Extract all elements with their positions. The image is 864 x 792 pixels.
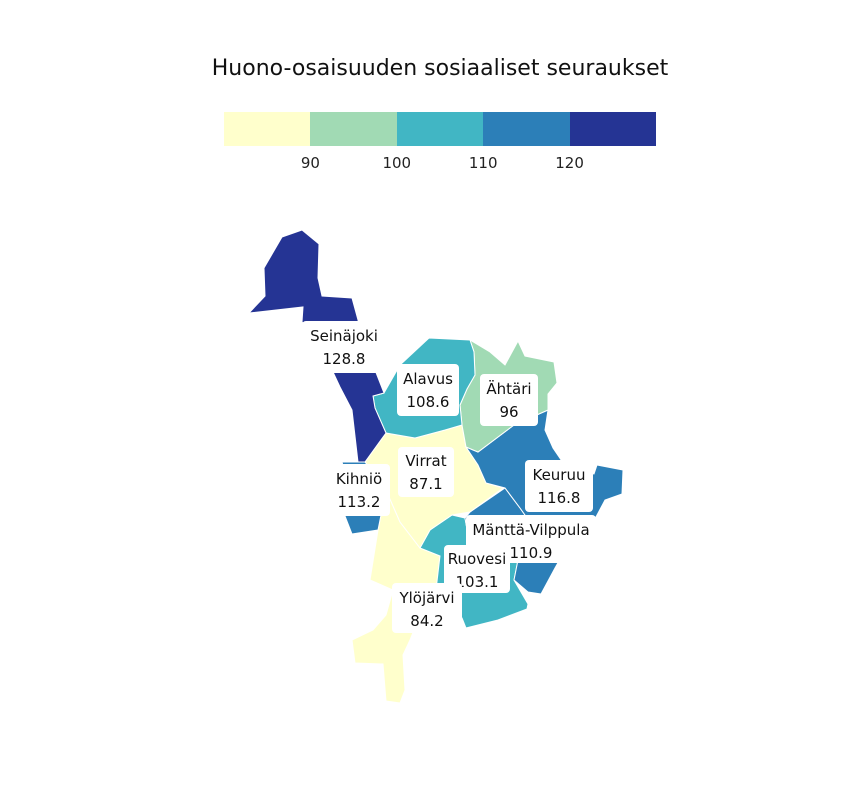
- label-name-ylojarvi: Ylöjärvi: [398, 589, 454, 607]
- label-name-alavus: Alavus: [403, 370, 453, 388]
- legend-swatch-5: [569, 112, 657, 146]
- map-title: Huono-osaisuuden sosiaaliset seuraukset: [211, 56, 669, 81]
- legend-tick-labels: 90 100 110 120: [224, 154, 656, 178]
- label-value-manttavilppula: 110.9: [510, 544, 553, 562]
- label-name-keuruu: Keuruu: [532, 466, 585, 484]
- label-box-keuruu: [525, 460, 593, 512]
- label-name-manttavilppula: Mänttä-Vilppula: [472, 521, 589, 539]
- label-value-ruovesi: 103.1: [456, 573, 499, 591]
- label-box-alavus: [397, 364, 459, 416]
- label-kihnio: Kihniö 113.2: [330, 464, 390, 516]
- label-box-kihnio: [330, 464, 390, 516]
- label-box-ylojarvi: [392, 583, 462, 633]
- label-value-alavus: 108.6: [407, 393, 450, 411]
- label-value-ahtari: 96: [499, 403, 518, 421]
- label-box-ahtari: [480, 374, 538, 426]
- label-alavus: Alavus 108.6: [397, 364, 459, 416]
- legend-tick-120: 120: [555, 154, 584, 172]
- label-box-seinajoki: [302, 321, 386, 373]
- legend-swatch-2: [310, 112, 397, 146]
- label-value-seinajoki: 128.8: [323, 350, 366, 368]
- legend-swatch-1: [224, 112, 311, 146]
- legend-tick-110: 110: [468, 154, 498, 172]
- color-legend: [224, 112, 657, 146]
- label-value-virrat: 87.1: [409, 475, 442, 493]
- legend-tick-100: 100: [382, 154, 412, 172]
- legend-swatch-3: [396, 112, 484, 146]
- label-name-virrat: Virrat: [405, 452, 446, 470]
- label-value-ylojarvi: 84.2: [410, 612, 443, 630]
- label-box-ruovesi: [444, 545, 510, 593]
- label-box-virrat: [398, 447, 454, 497]
- label-name-kihnio: Kihniö: [336, 470, 382, 488]
- label-ruovesi: Ruovesi 103.1: [444, 545, 510, 593]
- label-name-ruovesi: Ruovesi: [448, 550, 507, 568]
- legend-swatch-4: [483, 112, 570, 146]
- legend-tick-90: 90: [300, 154, 320, 172]
- label-virrat: Virrat 87.1: [398, 447, 454, 497]
- label-value-kihnio: 113.2: [338, 493, 381, 511]
- region-seinajoki[interactable]: [247, 229, 387, 463]
- label-seinajoki: Seinäjoki 128.8: [302, 321, 386, 373]
- label-name-seinajoki: Seinäjoki: [310, 327, 378, 345]
- label-value-keuruu: 116.8: [538, 489, 581, 507]
- label-ylojarvi: Ylöjärvi 84.2: [392, 583, 462, 633]
- label-keuruu: Keuruu 116.8: [525, 460, 593, 512]
- label-name-ahtari: Ähtäri: [486, 379, 531, 398]
- label-ahtari: Ähtäri 96: [480, 374, 538, 426]
